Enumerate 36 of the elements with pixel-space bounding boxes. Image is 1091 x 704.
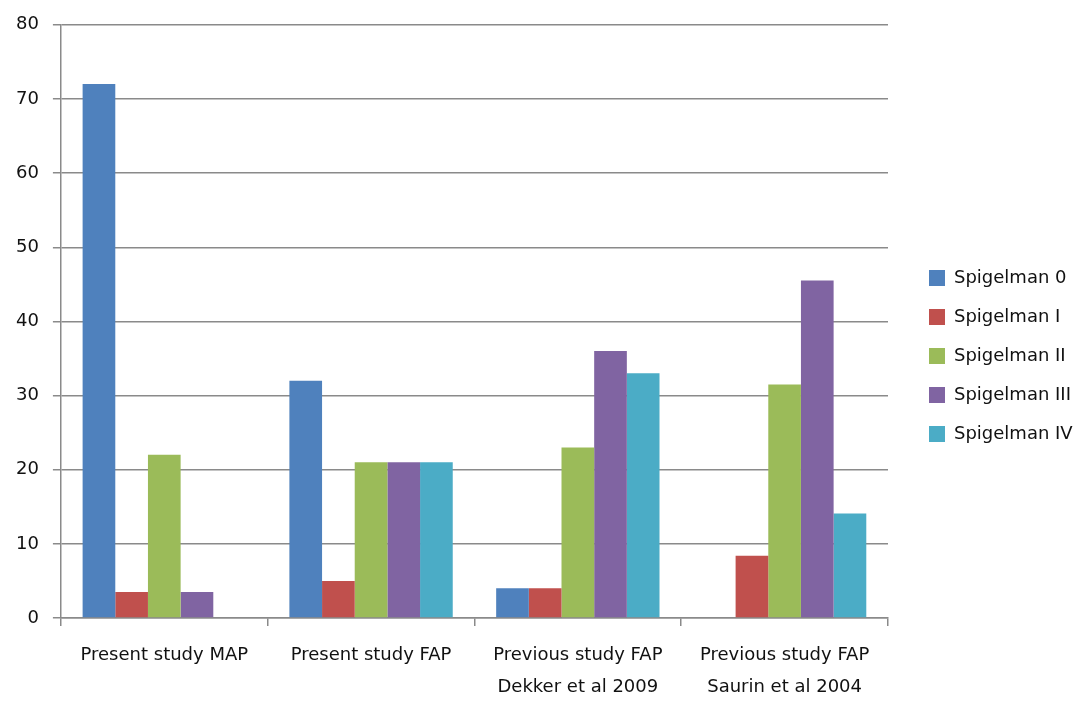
bar — [289, 380, 323, 618]
legend-label: Spigelman III — [954, 382, 1071, 404]
bar — [354, 462, 388, 618]
y-tick-label: 60 — [16, 160, 39, 182]
x-tick-label: Previous study FAP Dekker et al 2009 — [493, 643, 663, 696]
x-tick-label: Present study MAP — [80, 643, 249, 665]
bar — [387, 462, 421, 618]
bar — [735, 555, 769, 618]
legend-label: Spigelman IV — [954, 421, 1074, 443]
y-tick-label: 20 — [16, 457, 39, 479]
bar — [626, 373, 660, 618]
bar — [768, 384, 801, 618]
bar — [420, 462, 453, 618]
bar — [180, 592, 214, 618]
bar — [800, 280, 834, 618]
bar — [496, 588, 529, 618]
y-tick-label: 10 — [16, 531, 39, 553]
bar — [322, 580, 355, 618]
bar — [561, 447, 595, 618]
bar — [594, 351, 627, 618]
bar — [115, 592, 148, 618]
bar — [82, 84, 116, 618]
y-tick-label: 40 — [16, 309, 39, 331]
x-tick-label: Present study FAP — [290, 643, 452, 665]
legend-label: Spigelman I — [954, 304, 1061, 326]
bar — [528, 588, 562, 618]
legend-label: Spigelman 0 — [954, 265, 1067, 287]
x-tick-label: Previous study FAP Saurin et al 2004 — [699, 643, 870, 696]
bar — [833, 513, 867, 618]
y-tick-label: 50 — [16, 234, 39, 256]
y-tick-label: 80 — [16, 12, 39, 34]
legend-label: Spigelman II — [954, 343, 1066, 365]
bar — [147, 454, 181, 618]
y-tick-label: 30 — [16, 383, 39, 405]
y-tick-label: 70 — [16, 86, 39, 108]
y-tick-label: 0 — [27, 605, 39, 627]
